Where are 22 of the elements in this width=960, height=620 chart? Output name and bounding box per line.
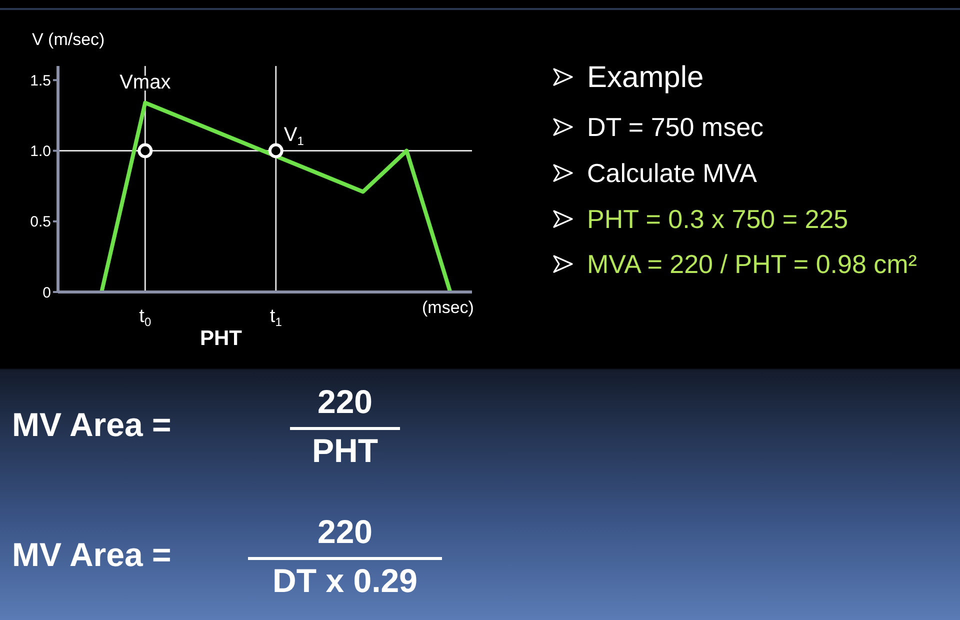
text: 220 <box>317 513 373 551</box>
text: PHT <box>200 327 242 351</box>
x-axis-title: (msec) <box>422 298 474 318</box>
y-tick-label: 0 <box>42 284 51 302</box>
y-axis-title: V (m/sec) <box>32 30 105 50</box>
text: PHT = 0.3 x 750 = 225 <box>587 202 848 236</box>
annotation: V$_{1}$ <box>284 124 304 148</box>
text: MV Area = <box>12 406 172 444</box>
y-tick-label: 1.0 <box>30 143 51 160</box>
x-tick-label: t$_{1}$ <box>270 306 282 329</box>
text: MV Area = <box>12 536 172 574</box>
text: DT = 750 msec <box>587 111 764 144</box>
text: PHT <box>312 432 378 470</box>
line-series <box>100 100 452 292</box>
text: MVA = 220 / PHT = 0.98 cm² <box>587 248 917 282</box>
y-tick-label: 0.5 <box>30 214 51 231</box>
text: Example <box>587 60 704 96</box>
text: Calculate MVA <box>587 156 758 190</box>
text: DT x 0.29 <box>272 562 418 600</box>
text: 220 <box>317 383 373 421</box>
x-tick-label: t$_{0}$ <box>139 306 152 329</box>
y-tick-label: 1.5 <box>30 72 51 90</box>
